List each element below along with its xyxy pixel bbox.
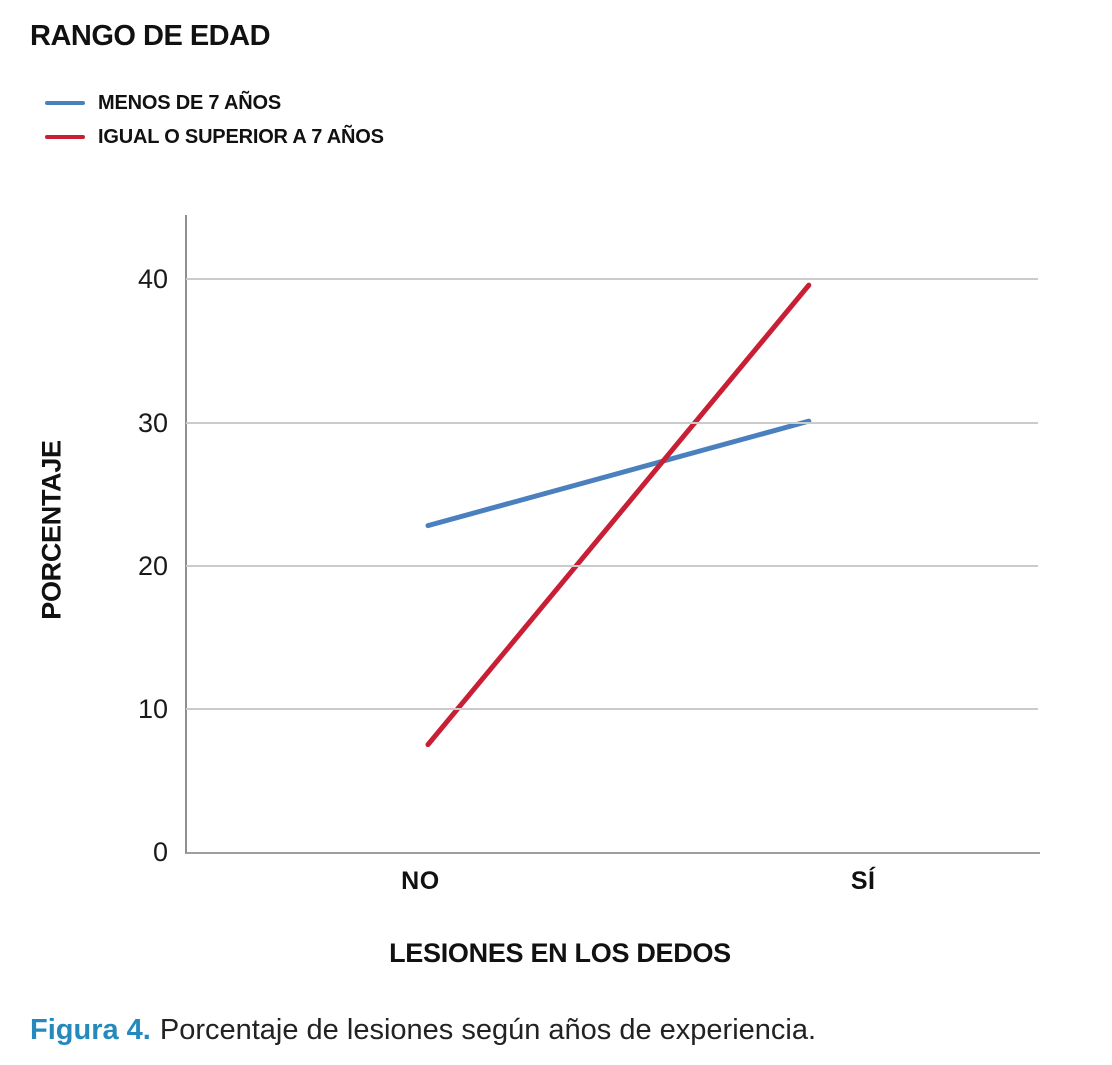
x-axis-title: LESIONES EN LOS DEDOS <box>389 938 731 968</box>
chart-lines <box>425 282 812 748</box>
legend-title: RANGO DE EDAD <box>30 20 271 52</box>
figure-caption: Figura 4. Porcentaje de lesiones según añ… <box>30 1012 816 1048</box>
y-tick-label: 30 <box>137 407 168 438</box>
legend-item-label: MENOS DE 7 AÑOS <box>98 91 281 114</box>
gridline <box>186 278 1038 281</box>
plot-area <box>185 215 1040 854</box>
y-tick-label: 10 <box>137 693 168 724</box>
series-line-1 <box>425 282 812 748</box>
figure-caption-label: Figura 4. <box>30 1014 151 1046</box>
figure-caption-text: Porcentaje de lesiones según años de exp… <box>159 1014 817 1046</box>
y-tick-label: 40 <box>137 264 168 295</box>
legend-item: MENOS DE 7 AÑOS <box>45 91 384 115</box>
legend-line-swatch-red <box>45 135 85 139</box>
y-tick-label: 20 <box>137 550 168 581</box>
gridline <box>186 564 1038 567</box>
gridline <box>186 707 1038 710</box>
y-tick-label: 0 <box>152 837 168 867</box>
legend-item-label: IGUAL O SUPERIOR A 7 AÑOS <box>98 125 384 148</box>
legend-item: IGUAL O SUPERIOR A 7 AÑOS <box>45 125 384 149</box>
gridline <box>186 421 1038 424</box>
x-tick-label: SÍ <box>850 867 876 895</box>
chart-legend: MENOS DE 7 AÑOS IGUAL O SUPERIOR A 7 AÑO… <box>45 91 384 159</box>
legend-line-swatch-blue <box>45 101 85 105</box>
x-tick-label: NO <box>401 867 440 895</box>
series-line-0 <box>425 418 812 529</box>
y-axis-title: PORCENTAJE <box>36 440 67 620</box>
